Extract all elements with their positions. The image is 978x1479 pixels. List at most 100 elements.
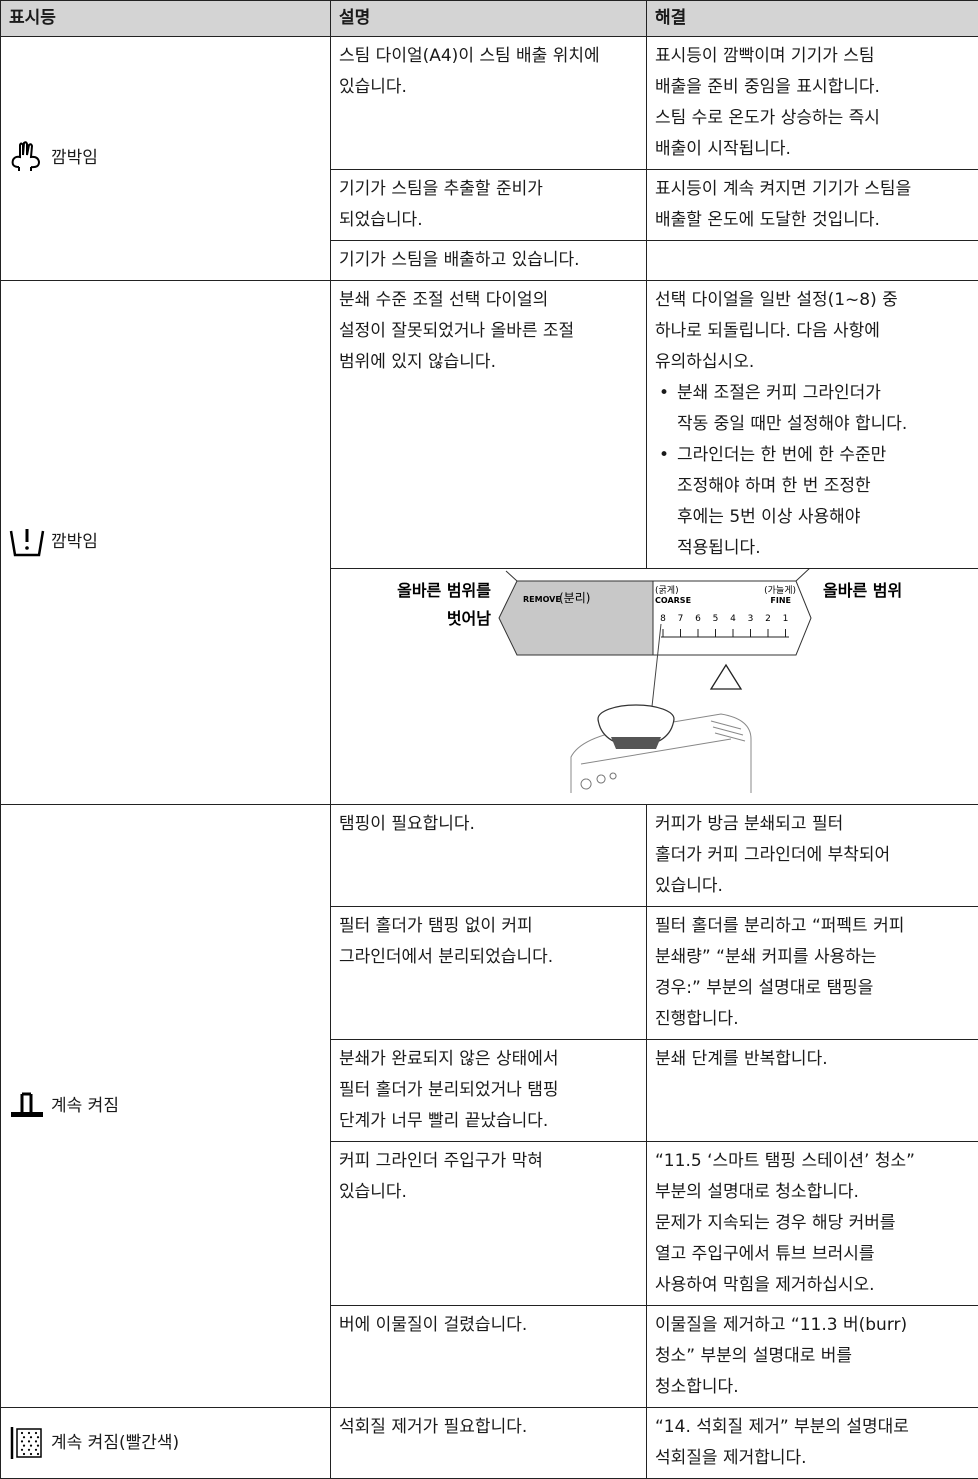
text-line: 선택 다이얼을 일반 설정(1~8) 중 — [655, 285, 970, 316]
diagram-label: (분리) — [559, 591, 590, 605]
text-line: 홀더가 커피 그라인더에 부착되어 — [655, 840, 970, 871]
indicator-label: 계속 켜짐(빨간색) — [51, 1428, 179, 1459]
text-line: 필터 홀더를 분리하고 “퍼펙트 커피 — [655, 911, 970, 942]
scale-number: 7 — [678, 614, 684, 624]
diagram-label: REMOVE — [523, 595, 561, 604]
scale-number: 5 — [713, 614, 719, 624]
indicator: 깜박임 — [9, 525, 322, 561]
indicator: 계속 켜짐 — [9, 1088, 322, 1124]
diagram-label: 올바른 범위 — [823, 581, 902, 600]
column-header: 해결 — [647, 1, 978, 37]
text-line: 그라인더에서 분리되었습니다. — [339, 942, 638, 973]
buttons — [581, 773, 616, 789]
indicator-icon — [9, 1088, 45, 1124]
text-line: 문제가 지속되는 경우 해당 커버를 — [655, 1208, 970, 1239]
text-line: 조정해야 하며 한 번 조정한 — [677, 471, 970, 502]
indicator-label: 계속 켜짐 — [51, 1091, 119, 1122]
indicator: 깜박임 — [9, 141, 322, 177]
edge — [506, 571, 517, 581]
text-line: 작동 중일 때만 설정해야 합니다. — [677, 409, 970, 440]
text-line: 부분의 설명대로 청소합니다. — [655, 1177, 970, 1208]
diagram-label: (가늘게) — [764, 585, 796, 596]
indicator-icon — [9, 141, 45, 177]
text-line: 석회질을 제거합니다. — [655, 1443, 970, 1474]
indicator-cell: 계속 켜짐 — [1, 805, 331, 1408]
text-line: 하나로 되돌립니다. 다음 사항에 — [655, 316, 970, 347]
text-line: 청소합니다. — [655, 1372, 970, 1403]
text-line: 있습니다. — [339, 1177, 638, 1208]
text-line: 기기가 스팀을 배출하고 있습니다. — [339, 245, 638, 276]
table-row: 계속 켜짐(빨간색)석회질 제거가 필요합니다.“14. 석회질 제거” 부분의… — [1, 1408, 978, 1479]
edge — [796, 569, 811, 581]
indicator-cell: 계속 켜짐(빨간색) — [1, 1408, 331, 1479]
indicator-label: 깜박임 — [51, 527, 98, 558]
text-line: 이물질을 제거하고 “11.3 버(burr) — [655, 1310, 970, 1341]
text-line: 청소” 부분의 설명대로 버를 — [655, 1341, 970, 1372]
diagram-label: COARSE — [655, 596, 691, 605]
column-header: 설명 — [331, 1, 647, 37]
scale-number: 2 — [765, 614, 771, 624]
description-cell: 석회질 제거가 필요합니다. — [331, 1408, 647, 1479]
indicator-cell: 깜박임 — [1, 281, 331, 805]
text-line: 커피가 방금 분쇄되고 필터 — [655, 809, 970, 840]
text-line: 배출할 온도에 도달한 것입니다. — [655, 205, 970, 236]
text-line: 사용하여 막힘을 제거하십시오. — [655, 1270, 970, 1301]
text-line: 필터 홀더가 탬핑 없이 커피 — [339, 911, 638, 942]
text-line: 버에 이물질이 걸렸습니다. — [339, 1310, 638, 1341]
text-line: 표시등이 계속 켜지면 기기가 스팀을 — [655, 174, 970, 205]
text-line: 커피 그라인더 주입구가 막혀 — [339, 1146, 638, 1177]
indicator-cell: 깜박임 — [1, 37, 331, 281]
column-header: 표시등 — [1, 1, 331, 37]
text-line: 표시등이 깜빡이며 기기가 스팀 — [655, 41, 970, 72]
text-line: 스팀 다이얼(A4)이 스팀 배출 위치에 — [339, 41, 638, 72]
text-line: 석회질 제거가 필요합니다. — [339, 1412, 638, 1443]
indicator-icon — [9, 525, 45, 561]
text-line: 기기가 스팀을 추출할 준비가 — [339, 174, 638, 205]
scale-number: 8 — [660, 614, 666, 624]
hopper-base — [611, 737, 661, 749]
description-cell: 탬핑이 필요합니다. — [331, 805, 647, 907]
scale-number: 1 — [783, 614, 789, 624]
diagram-label: (굵게) — [655, 585, 679, 596]
text-line: 분쇄가 완료되지 않은 상태에서 — [339, 1044, 638, 1075]
text-line: 분쇄 수준 조절 선택 다이얼의 — [339, 285, 638, 316]
diagram-label: FINE — [770, 596, 791, 605]
text-line: 분쇄량” “분쇄 커피를 사용하는 — [655, 942, 970, 973]
text-line: 적용됩니다. — [677, 533, 970, 564]
scale-number: 3 — [748, 614, 754, 624]
text-line: 배출을 준비 중임을 표시합니다. — [655, 72, 970, 103]
text-line: 스팀 수로 온도가 상승하는 즉시 — [655, 103, 970, 134]
text-line: 열고 주입구에서 튜브 브러시를 — [655, 1239, 970, 1270]
text-line: 분쇄 조절은 커피 그라인더가 — [677, 378, 970, 409]
text-line: 탬핑이 필요합니다. — [339, 809, 638, 840]
text-line: 그라인더는 한 번에 한 수준만 — [677, 440, 970, 471]
solution-cell: 분쇄 단계를 반복합니다. — [647, 1040, 978, 1142]
pointer — [711, 665, 741, 689]
solution-cell: “11.5 ‘스마트 탬핑 스테이션’ 청소”부분의 설명대로 청소합니다.문제… — [647, 1142, 978, 1306]
text-line: 진행합니다. — [655, 1004, 970, 1035]
text-line: 되었습니다. — [339, 205, 638, 236]
description-cell: 기기가 스팀을 배출하고 있습니다. — [331, 241, 647, 281]
text-line: 설정이 잘못되었거나 올바른 조절 — [339, 316, 638, 347]
text-line: 경우:” 부분의 설명대로 탬핑을 — [655, 973, 970, 1004]
indicator-label: 깜박임 — [51, 143, 98, 174]
